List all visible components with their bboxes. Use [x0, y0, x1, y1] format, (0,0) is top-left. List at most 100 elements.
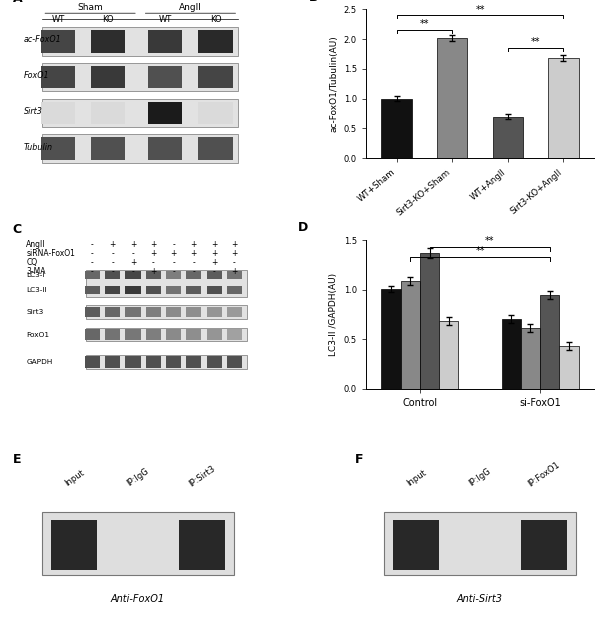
Bar: [42, 513, 234, 574]
Text: Anti-FoxO1: Anti-FoxO1: [111, 593, 165, 604]
Bar: [146, 329, 161, 340]
Bar: [187, 329, 202, 340]
Bar: [42, 99, 238, 127]
Bar: [166, 286, 181, 294]
Text: WT: WT: [52, 15, 65, 25]
Bar: [91, 137, 125, 160]
Bar: [199, 66, 233, 88]
Bar: [148, 137, 182, 160]
Bar: [187, 356, 202, 368]
Bar: [166, 307, 181, 317]
Bar: [227, 286, 242, 294]
Bar: [199, 30, 233, 52]
Bar: [52, 520, 97, 570]
Text: -: -: [91, 249, 94, 258]
Bar: [148, 30, 182, 52]
Text: +: +: [150, 240, 157, 249]
Text: +: +: [110, 240, 116, 249]
Text: +: +: [150, 249, 157, 258]
Text: -: -: [131, 267, 134, 276]
Text: +: +: [191, 240, 197, 249]
Text: +: +: [211, 258, 217, 267]
Text: Sirt3: Sirt3: [24, 107, 43, 116]
Text: +: +: [150, 267, 157, 276]
Text: -: -: [172, 267, 175, 276]
Bar: [42, 27, 238, 56]
Text: 3-MA: 3-MA: [26, 267, 46, 276]
Bar: [85, 271, 100, 279]
Text: Sirt3: Sirt3: [26, 309, 44, 315]
Bar: [86, 305, 247, 319]
Bar: [91, 66, 125, 88]
Text: KO: KO: [103, 15, 114, 25]
Bar: [206, 271, 221, 279]
Bar: [91, 30, 125, 52]
Bar: [105, 329, 120, 340]
Bar: [187, 286, 202, 294]
Text: Input: Input: [62, 468, 86, 489]
Text: A: A: [13, 0, 22, 5]
Bar: [559, 346, 578, 389]
Text: WT: WT: [159, 15, 172, 25]
Text: KO: KO: [210, 15, 221, 25]
Bar: [86, 270, 247, 296]
Bar: [206, 329, 221, 340]
Text: IP:Sirt3: IP:Sirt3: [187, 464, 217, 489]
Bar: [146, 286, 161, 294]
Bar: [105, 307, 120, 317]
Bar: [199, 137, 233, 160]
Text: -: -: [91, 258, 94, 267]
Bar: [179, 520, 224, 570]
Text: AngII: AngII: [179, 3, 202, 12]
Bar: [41, 66, 75, 88]
Bar: [548, 58, 579, 158]
Text: **: **: [531, 37, 541, 47]
Bar: [105, 356, 120, 368]
Bar: [420, 253, 439, 389]
Text: +: +: [130, 258, 136, 267]
Text: IP:IgG: IP:IgG: [467, 467, 493, 489]
Text: -: -: [213, 267, 215, 276]
Text: +: +: [191, 249, 197, 258]
Bar: [85, 286, 100, 294]
Text: -: -: [112, 249, 114, 258]
Bar: [85, 356, 100, 368]
Text: +: +: [231, 267, 238, 276]
Bar: [41, 102, 75, 124]
Bar: [41, 137, 75, 160]
Bar: [86, 355, 247, 370]
Bar: [381, 99, 412, 158]
Text: FoxO1: FoxO1: [24, 71, 50, 80]
Bar: [166, 271, 181, 279]
Bar: [227, 271, 242, 279]
Text: -: -: [172, 258, 175, 267]
Bar: [85, 307, 100, 317]
Text: -: -: [91, 267, 94, 276]
Bar: [206, 286, 221, 294]
Bar: [91, 102, 125, 124]
Bar: [401, 281, 420, 389]
Bar: [227, 356, 242, 368]
Bar: [521, 520, 566, 570]
Bar: [41, 30, 75, 52]
Bar: [439, 321, 458, 389]
Text: Input: Input: [404, 468, 428, 489]
Bar: [125, 286, 140, 294]
Text: **: **: [475, 246, 485, 256]
Text: -: -: [193, 258, 195, 267]
Bar: [105, 271, 120, 279]
Text: **: **: [475, 4, 485, 15]
Text: LC3-I: LC3-I: [26, 272, 45, 278]
Text: siRNA-FoxO1: siRNA-FoxO1: [26, 249, 75, 258]
Text: -: -: [131, 249, 134, 258]
Bar: [166, 356, 181, 368]
Text: -: -: [91, 240, 94, 249]
Bar: [384, 513, 576, 574]
Text: CQ: CQ: [26, 258, 37, 267]
Text: Sham: Sham: [77, 3, 103, 12]
Text: C: C: [13, 222, 22, 236]
Text: E: E: [13, 453, 21, 466]
Bar: [493, 116, 523, 158]
Bar: [125, 271, 140, 279]
Text: **: **: [419, 19, 429, 29]
